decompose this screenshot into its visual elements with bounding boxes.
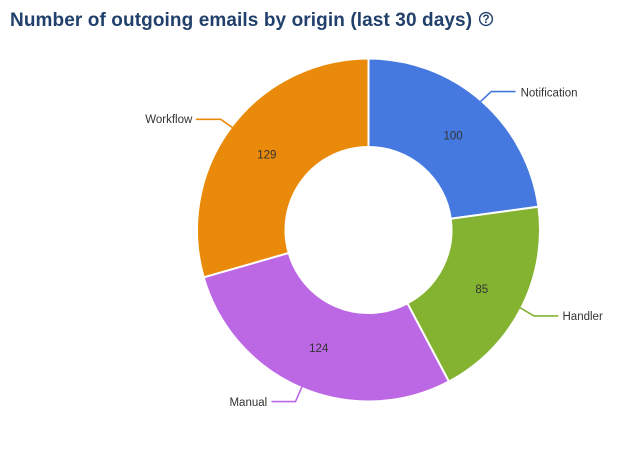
svg-text:Handler: Handler: [563, 311, 603, 323]
svg-text:85: 85: [475, 284, 488, 296]
svg-text:Workflow: Workflow: [145, 114, 193, 126]
svg-text:129: 129: [257, 149, 276, 161]
svg-text:100: 100: [444, 131, 463, 143]
svg-text:?: ?: [483, 14, 490, 27]
svg-text:124: 124: [309, 343, 329, 355]
svg-text:Notification: Notification: [521, 87, 578, 99]
svg-text:Manual: Manual: [229, 397, 267, 409]
